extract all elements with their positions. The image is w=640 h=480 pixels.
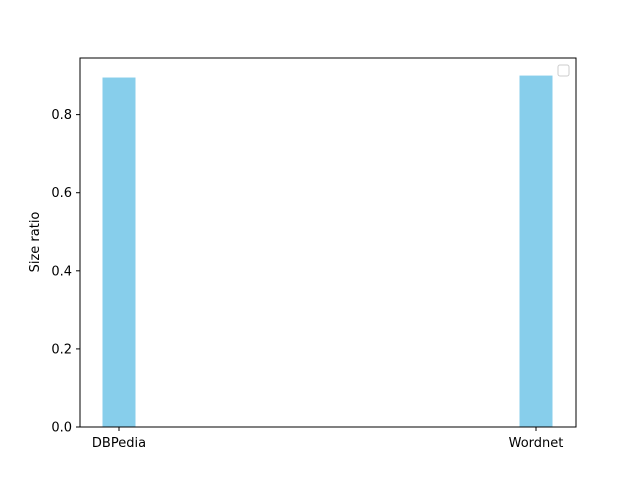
bars-group — [102, 75, 553, 428]
bar-wordnet — [519, 75, 553, 428]
y-tick-label: 0.8 — [51, 108, 72, 123]
y-tick-label: 0.4 — [51, 264, 72, 279]
x-tick-label: DBPedia — [92, 436, 146, 451]
x-tick-label: Wordnet — [509, 436, 564, 451]
y-axis-ticks: 0.0 0.2 0.4 0.6 0.8 — [51, 108, 80, 436]
y-axis-label: Size ratio — [28, 212, 43, 273]
bar-dbpedia — [102, 77, 136, 428]
plot-area-frame — [79, 57, 577, 428]
legend-box — [557, 64, 570, 77]
y-tick-label: 0.2 — [51, 342, 72, 357]
y-tick-label: 0.0 — [51, 421, 72, 436]
x-axis-ticks: DBPedia Wordnet — [92, 427, 563, 451]
y-tick-label: 0.6 — [51, 186, 72, 201]
